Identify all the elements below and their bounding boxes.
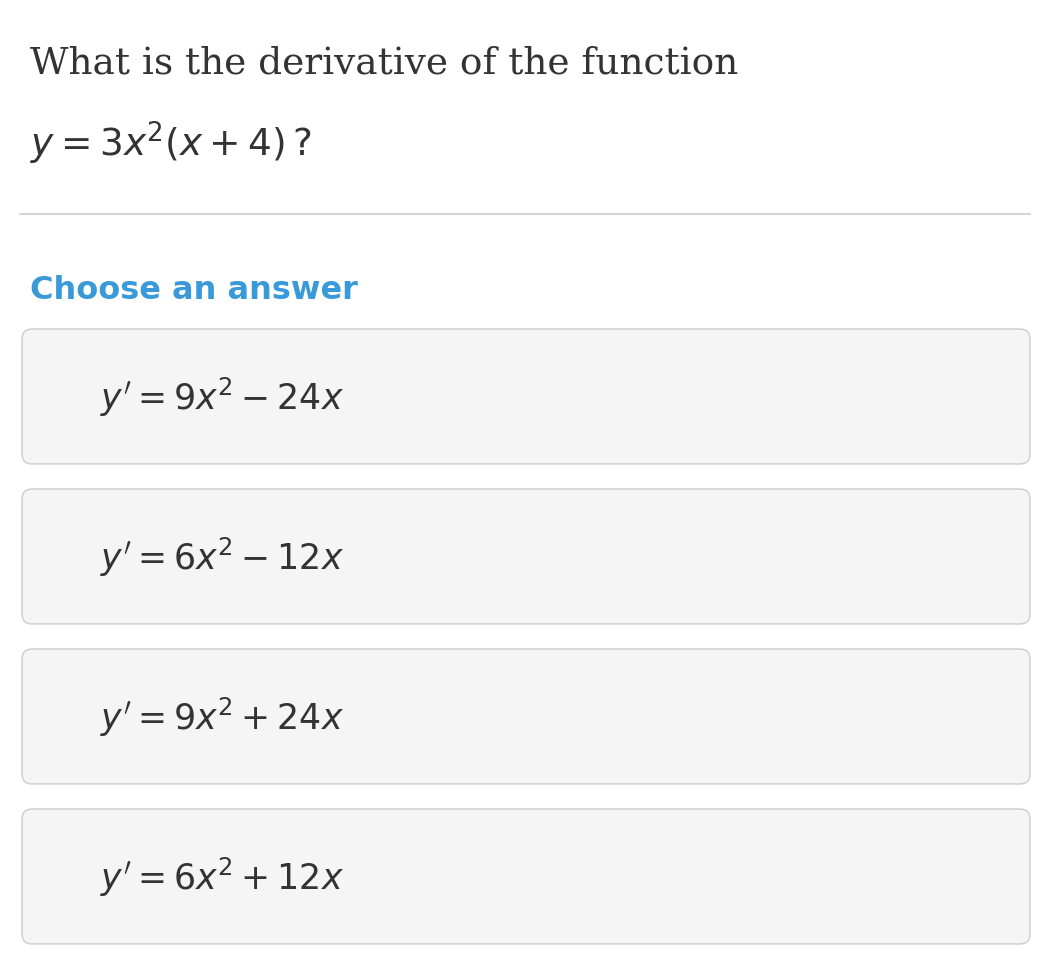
FancyBboxPatch shape <box>22 489 1030 624</box>
FancyBboxPatch shape <box>22 649 1030 784</box>
Text: $y = 3x^2(x + 4)\,?$: $y = 3x^2(x + 4)\,?$ <box>30 120 311 167</box>
Text: Choose an answer: Choose an answer <box>30 275 358 305</box>
Text: $y' = 6x^2 - 12x$: $y' = 6x^2 - 12x$ <box>101 535 343 578</box>
Text: $y' = 9x^2 + 24x$: $y' = 9x^2 + 24x$ <box>101 695 343 738</box>
FancyBboxPatch shape <box>22 329 1030 464</box>
Text: $y' = 6x^2 + 12x$: $y' = 6x^2 + 12x$ <box>101 855 343 898</box>
Text: What is the derivative of the function: What is the derivative of the function <box>30 45 738 81</box>
Text: $y' = 9x^2 - 24x$: $y' = 9x^2 - 24x$ <box>101 376 343 419</box>
FancyBboxPatch shape <box>22 809 1030 944</box>
